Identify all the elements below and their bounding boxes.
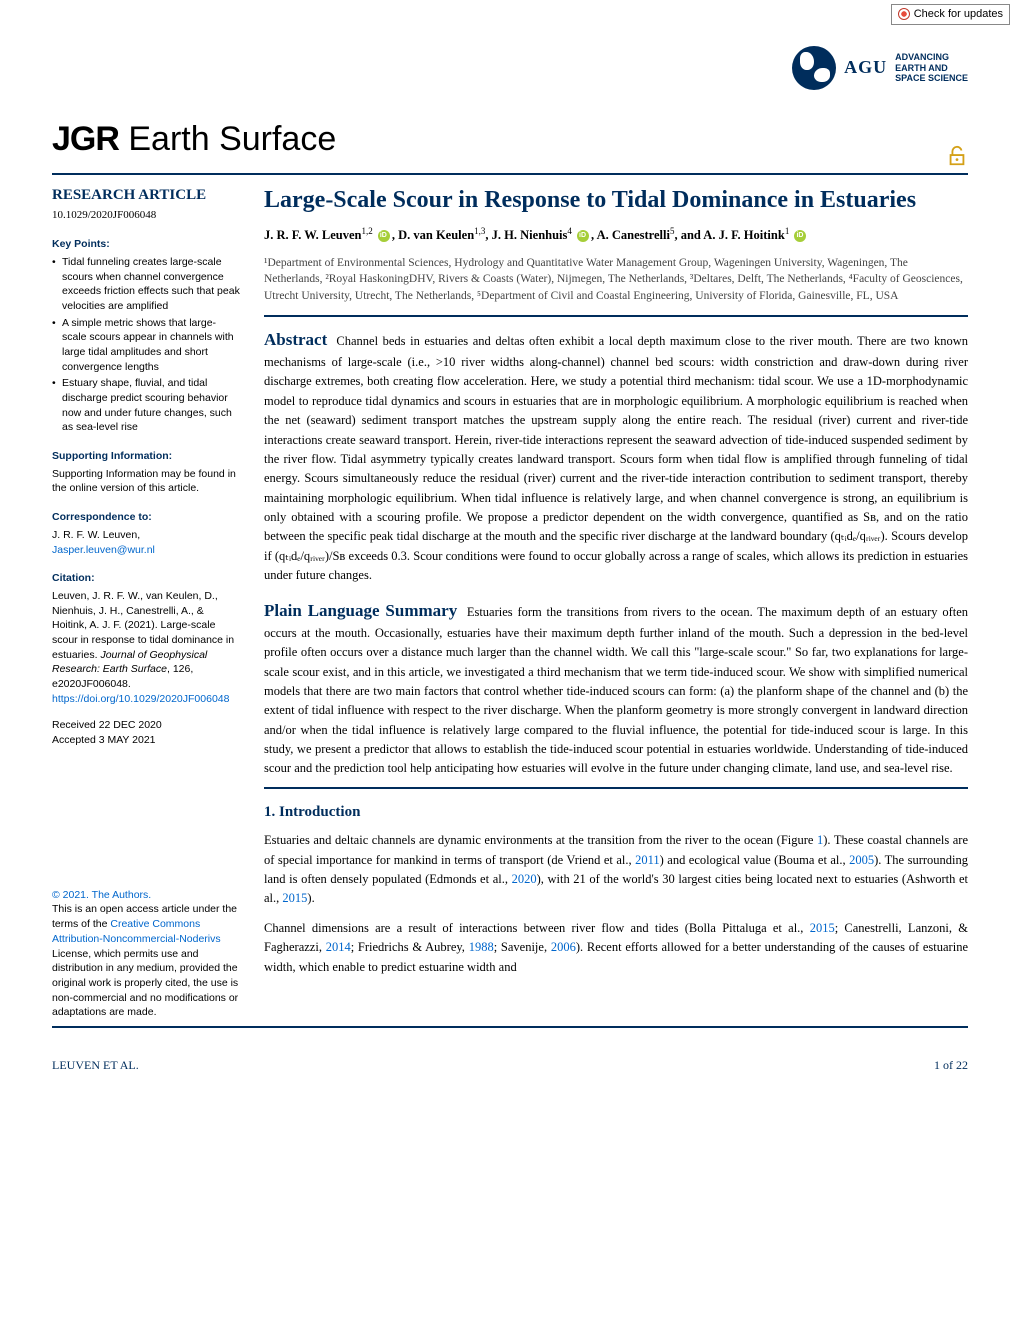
author: J. H. Nienhuis xyxy=(492,228,568,242)
intro-para-1: Estuaries and deltaic channels are dynam… xyxy=(264,831,968,909)
plain-summary: Plain Language Summary Estuaries form th… xyxy=(264,598,968,779)
check-updates-bar: Check for updates xyxy=(0,0,1020,28)
footer-left: LEUVEN ET AL. xyxy=(52,1056,139,1074)
summary-label: Plain Language Summary xyxy=(264,601,457,620)
author: A. J. F. Hoitink xyxy=(703,228,785,242)
orcid-icon[interactable] xyxy=(577,230,589,242)
supporting-label: Supporting Information: xyxy=(52,449,240,464)
content: RESEARCH ARTICLE 10.1029/2020JF006048 Ke… xyxy=(0,175,1020,1020)
article-type: RESEARCH ARTICLE xyxy=(52,185,240,206)
agu-line2: EARTH AND xyxy=(895,63,968,73)
check-updates-button[interactable]: Check for updates xyxy=(891,4,1010,25)
dates: Received 22 DEC 2020 Accepted 3 MAY 2021 xyxy=(52,718,240,747)
author-sup: 1,3 xyxy=(474,226,485,236)
footer-right: 1 of 22 xyxy=(934,1056,968,1074)
updates-icon xyxy=(898,8,910,20)
author: J. R. F. W. Leuven xyxy=(264,228,361,242)
abstract-body: Channel beds in estuaries and deltas oft… xyxy=(264,334,968,582)
affiliations: ¹Department of Environmental Sciences, H… xyxy=(264,255,968,305)
agu-tagline: ADVANCING EARTH AND SPACE SCIENCE xyxy=(895,52,968,83)
main: Large-Scale Scour in Response to Tidal D… xyxy=(264,185,968,1020)
publisher-bar: AGU ADVANCING EARTH AND SPACE SCIENCE xyxy=(0,28,1020,96)
author-sup: 1,2 xyxy=(361,226,372,236)
key-point: Estuary shape, fluvial, and tidal discha… xyxy=(52,376,240,435)
author: A. Canestrelli xyxy=(597,228,670,242)
correspondence-email[interactable]: Jasper.leuven@wur.nl xyxy=(52,543,240,558)
abstract: Abstract Channel beds in estuaries and d… xyxy=(264,327,968,586)
orcid-icon[interactable] xyxy=(378,230,390,242)
agu-brand-block: AGU xyxy=(844,54,887,81)
key-point: A simple metric shows that large-scale s… xyxy=(52,316,240,375)
section-rule xyxy=(264,315,968,317)
copyright: © 2021. The Authors. xyxy=(52,888,240,903)
citation-label: Citation: xyxy=(52,571,240,586)
author-sup: 1 xyxy=(785,226,790,236)
ref-link[interactable]: 2005 xyxy=(849,853,874,867)
section-rule xyxy=(264,787,968,789)
journal-name: JGR Earth Surface xyxy=(52,114,336,165)
citation-link[interactable]: https://doi.org/10.1029/2020JF006048 xyxy=(52,693,229,705)
agu-globe-icon xyxy=(792,46,836,90)
key-points-label: Key Points: xyxy=(52,237,240,252)
text: ; Friedrichs & Aubrey, xyxy=(351,940,469,954)
ref-link[interactable]: 1988 xyxy=(469,940,494,954)
text: ). xyxy=(307,891,314,905)
article-title: Large-Scale Scour in Response to Tidal D… xyxy=(264,185,968,215)
text: Estuaries and deltaic channels are dynam… xyxy=(264,833,817,847)
key-point: Tidal funneling creates large-scale scou… xyxy=(52,255,240,314)
text: ; Savenije, xyxy=(494,940,551,954)
supporting-text: Supporting Information may be found in t… xyxy=(52,467,240,496)
agu-line3: SPACE SCIENCE xyxy=(895,73,968,83)
author-sup: 4 xyxy=(567,226,572,236)
ref-link[interactable]: 2020 xyxy=(512,872,537,886)
agu-line1: ADVANCING xyxy=(895,52,968,62)
check-updates-label: Check for updates xyxy=(914,6,1003,23)
ref-link[interactable]: 2006 xyxy=(551,940,576,954)
license-post: License, which permits use and distribut… xyxy=(52,948,238,1019)
doi: 10.1029/2020JF006048 xyxy=(52,208,240,223)
journal-jgr: JGR xyxy=(52,120,119,158)
authors: J. R. F. W. Leuven1,2 , D. van Keulen1,3… xyxy=(264,225,968,245)
key-points-list: Tidal funneling creates large-scale scou… xyxy=(52,255,240,435)
footer: LEUVEN ET AL. 1 of 22 xyxy=(0,1028,1020,1092)
correspondence-name: J. R. F. W. Leuven, xyxy=(52,528,240,543)
text: Channel dimensions are a result of inter… xyxy=(264,921,810,935)
ref-link[interactable]: 2014 xyxy=(326,940,351,954)
received-date: Received 22 DEC 2020 xyxy=(52,718,240,733)
summary-body: Estuaries form the transitions from rive… xyxy=(264,605,968,776)
section-heading: 1. Introduction xyxy=(264,801,968,824)
agu-brand: AGU xyxy=(844,54,887,81)
citation-text: Leuven, J. R. F. W., van Keulen, D., Nie… xyxy=(52,589,240,707)
copyright-block: © 2021. The Authors. This is an open acc… xyxy=(52,888,240,1020)
open-access-lock-icon xyxy=(946,143,968,165)
orcid-icon[interactable] xyxy=(794,230,806,242)
accepted-date: Accepted 3 MAY 2021 xyxy=(52,733,240,748)
journal-sub: Earth Surface xyxy=(119,120,336,158)
sidebar: RESEARCH ARTICLE 10.1029/2020JF006048 Ke… xyxy=(52,185,240,1020)
author-sup: 5 xyxy=(670,226,675,236)
abstract-label: Abstract xyxy=(264,330,327,349)
agu-logo: AGU ADVANCING EARTH AND SPACE SCIENCE xyxy=(792,46,968,90)
author: D. van Keulen xyxy=(398,228,474,242)
ref-link[interactable]: 2015 xyxy=(810,921,835,935)
correspondence-label: Correspondence to: xyxy=(52,510,240,525)
ref-link[interactable]: 2015 xyxy=(282,891,307,905)
license: This is an open access article under the… xyxy=(52,902,240,1020)
intro-para-2: Channel dimensions are a result of inter… xyxy=(264,919,968,977)
journal-header: JGR Earth Surface xyxy=(0,96,1020,173)
text: ) and ecological value (Bouma et al., xyxy=(660,853,850,867)
ref-link[interactable]: 2011 xyxy=(635,853,660,867)
